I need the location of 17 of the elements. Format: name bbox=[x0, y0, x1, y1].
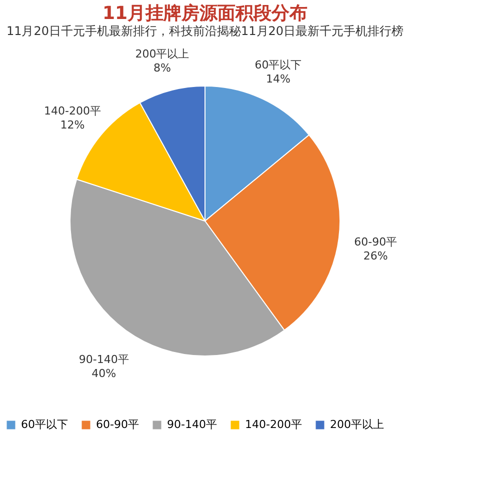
chart-subtitle: 11月20日千元手机最新排行，科技前沿揭秘11月20日最新千元手机排行榜 bbox=[6, 24, 404, 38]
chart-title: 11月挂牌房源面积段分布 bbox=[102, 3, 308, 24]
data-label: 26% bbox=[363, 250, 388, 263]
slice-label: 90-140平 bbox=[78, 353, 129, 366]
slice-label: 60-90平 bbox=[354, 236, 398, 249]
data-label: 8% bbox=[154, 61, 171, 74]
slice-label: 200平以上 bbox=[135, 47, 190, 60]
data-label: 12% bbox=[60, 118, 85, 132]
legend-label: 90-140平 bbox=[167, 418, 217, 431]
legend-label: 60平以下 bbox=[21, 418, 68, 431]
legend-label: 140-200平 bbox=[245, 418, 302, 431]
legend-label: 60-90平 bbox=[96, 418, 139, 431]
slice-label: 60平以下 bbox=[254, 58, 302, 72]
data-label: 40% bbox=[92, 367, 116, 380]
data-label: 14% bbox=[266, 72, 290, 86]
legend-label: 200平以上 bbox=[330, 418, 384, 431]
slice-label: 140-200平 bbox=[44, 104, 101, 118]
